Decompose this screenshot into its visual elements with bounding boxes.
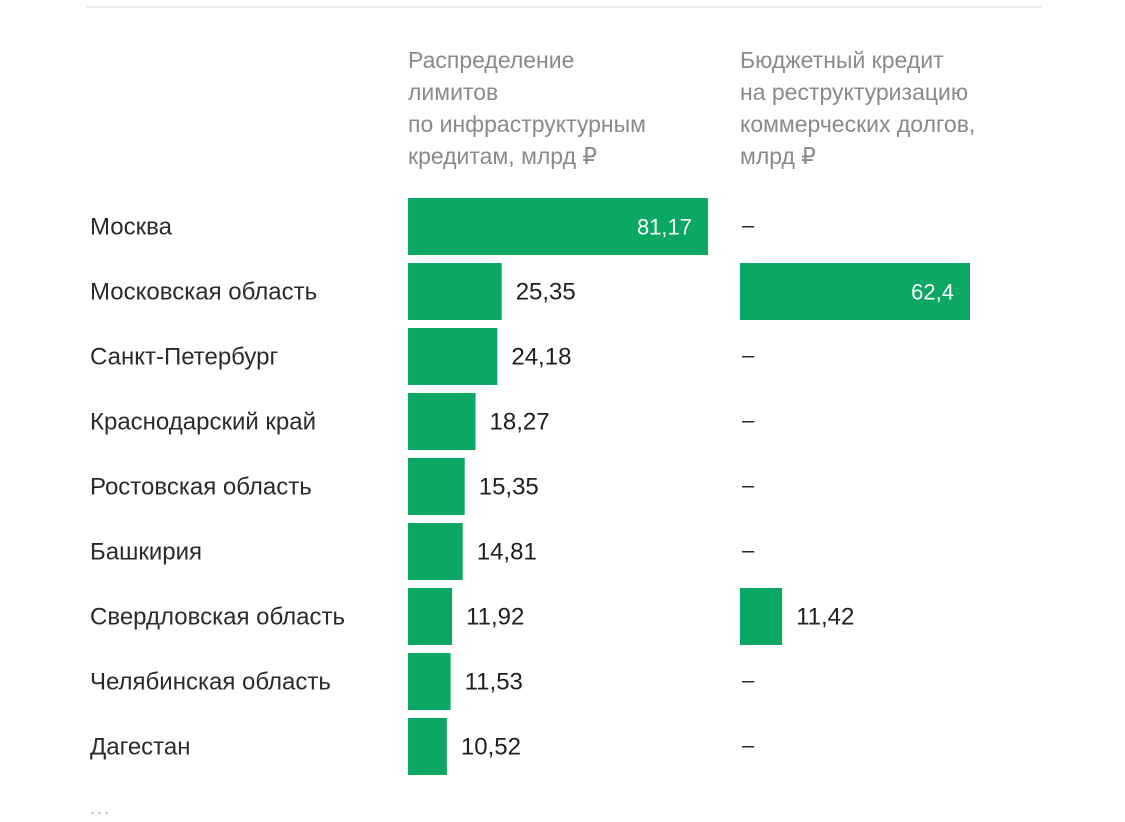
no-value-dash: – (742, 473, 755, 498)
data-label: 11,42 (796, 604, 854, 631)
category-label: Башкирия (90, 539, 202, 566)
bar-series-1 (408, 523, 463, 580)
data-label: 81,17 (637, 215, 692, 240)
data-label: 14,81 (477, 539, 537, 566)
top-divider (86, 6, 1042, 8)
data-label: 24,18 (511, 344, 571, 371)
no-value-dash: – (742, 213, 755, 238)
data-label: 18,27 (490, 409, 550, 436)
bar-series-1 (408, 718, 447, 775)
bar-series-1 (408, 263, 502, 320)
bar-series-1 (408, 588, 453, 645)
category-label: Москва (90, 214, 173, 241)
no-value-dash: – (742, 668, 755, 693)
bar-series-1 (408, 653, 451, 710)
data-label: 25,35 (516, 279, 576, 306)
series-2-header: Бюджетный кредит на реструктуризацию ком… (740, 47, 976, 169)
data-label: 10,52 (461, 734, 521, 761)
category-label: Ростовская область (90, 474, 312, 501)
category-label: Челябинская область (90, 669, 331, 696)
no-value-dash: – (742, 408, 755, 433)
bar-series-1 (408, 198, 708, 255)
bar-series-1 (408, 393, 476, 450)
no-value-dash: – (742, 343, 755, 368)
category-label: Дагестан (90, 734, 191, 761)
category-label: Краснодарский край (90, 409, 316, 436)
series-1-header: Распределение лимитов по инфраструктурны… (408, 47, 646, 169)
bar-series-1 (408, 328, 498, 385)
category-label: Санкт-Петербург (90, 344, 278, 371)
no-value-dash: – (742, 733, 755, 758)
bar-series-1 (408, 458, 465, 515)
data-label: 62,4 (911, 280, 954, 305)
category-label: Свердловская область (90, 604, 345, 631)
category-label: Московская область (90, 279, 317, 306)
bar-series-2 (740, 588, 783, 645)
data-label: 11,92 (466, 604, 524, 631)
no-value-dash: – (742, 538, 755, 563)
data-label: 15,35 (479, 474, 539, 501)
more-rows-ellipsis: ... (90, 798, 112, 818)
data-label: 11,53 (465, 669, 523, 696)
bar-series-2 (740, 263, 970, 320)
